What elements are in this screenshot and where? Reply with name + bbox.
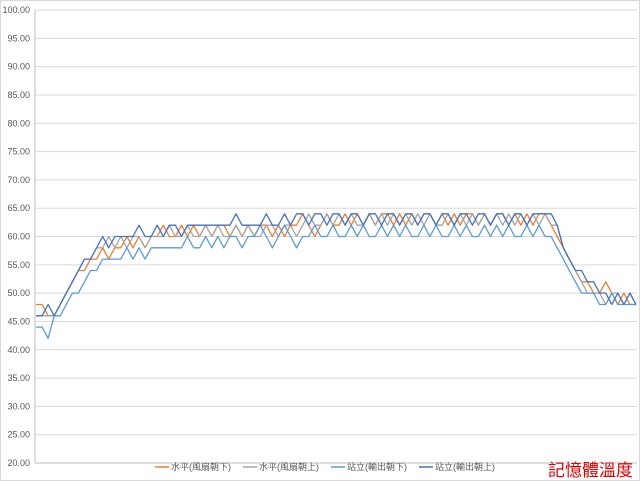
y-tick-label: 65.00 bbox=[7, 203, 30, 213]
legend-label: 站立(輸出朝下) bbox=[347, 461, 407, 472]
y-tick-label: 95.00 bbox=[7, 33, 30, 43]
legend-item: 站立(輸出朝下) bbox=[331, 461, 407, 472]
y-tick-label: 70.00 bbox=[7, 175, 30, 185]
y-tick-label: 25.00 bbox=[7, 430, 30, 440]
series-line-2 bbox=[36, 213, 637, 317]
y-axis-ticks: 20.00 25.00 30.00 35.00 40.00 45.00 50.00 55.00… bbox=[2, 5, 30, 468]
y-tick-label: 55.00 bbox=[7, 260, 30, 270]
y-tick-label: 30.00 bbox=[7, 401, 30, 411]
legend-label: 站立(輸出朝上) bbox=[435, 461, 495, 472]
series-line-4 bbox=[36, 213, 637, 317]
series-line-3 bbox=[36, 224, 636, 340]
y-tick-label: 60.00 bbox=[7, 232, 30, 242]
legend-label: 水平(風扇朝下) bbox=[171, 461, 231, 472]
legend-item: 站立(輸出朝上) bbox=[419, 461, 495, 472]
series-lines bbox=[36, 213, 637, 340]
y-tick-label: 40.00 bbox=[7, 345, 30, 355]
legend: 水平(風扇朝下) 水平(風扇朝上) 站立(輸出朝下) 站立(輸出朝上) bbox=[155, 461, 495, 472]
legend-item: 水平(風扇朝下) bbox=[155, 461, 231, 472]
y-tick-label: 80.00 bbox=[7, 118, 30, 128]
y-tick-label: 35.00 bbox=[7, 373, 30, 383]
y-tick-label: 45.00 bbox=[7, 316, 30, 326]
y-tick-label: 100.00 bbox=[2, 5, 30, 15]
chart-annotation: 記憶體溫度 bbox=[548, 461, 633, 481]
y-tick-label: 75.00 bbox=[7, 147, 30, 157]
legend-label: 水平(風扇朝上) bbox=[259, 461, 319, 472]
y-tick-label: 50.00 bbox=[7, 288, 30, 298]
gridlines bbox=[34, 9, 637, 464]
y-tick-label: 85.00 bbox=[7, 90, 30, 100]
legend-item: 水平(風扇朝上) bbox=[243, 461, 319, 472]
y-tick-label: 90.00 bbox=[7, 62, 30, 72]
y-tick-label: 20.00 bbox=[7, 458, 30, 468]
